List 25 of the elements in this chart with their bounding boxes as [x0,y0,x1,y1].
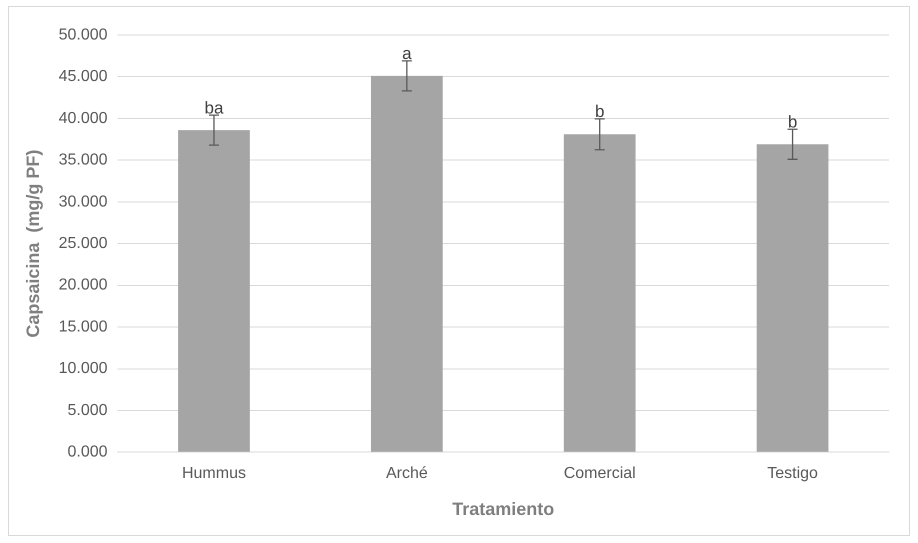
y-tick-label: 25.000 [58,235,108,252]
x-tick-label: Arché [386,465,428,482]
y-tick-label: 15.000 [58,318,108,336]
y-tick-label: 10.000 [58,360,108,378]
annotation: ba [204,98,224,118]
x-axis-title: Tratamiento [452,499,554,520]
bar [756,144,828,452]
y-tick-label: 40.000 [58,110,108,127]
y-axis-title: Capsaicina (mg/g PF) [22,150,43,338]
annotation: b [788,112,798,132]
annotation: a [402,44,412,64]
y-tick-label: 5.000 [67,402,108,419]
y-tick-label: 50.000 [58,26,108,44]
x-tick-label: Comercial [564,465,636,482]
bar [178,130,250,452]
bar [564,134,636,452]
annotation: b [594,102,604,122]
y-tick-label: 0.000 [67,444,108,461]
y-tick-label: 35.000 [58,152,108,169]
bar [370,76,443,452]
y-tick-label: 45.000 [58,68,108,86]
x-tick-label: Testigo [767,465,818,482]
y-tick-label: 20.000 [58,276,108,294]
y-tick-label: 30.000 [58,193,108,210]
x-tick-label: Hummus [182,465,246,482]
